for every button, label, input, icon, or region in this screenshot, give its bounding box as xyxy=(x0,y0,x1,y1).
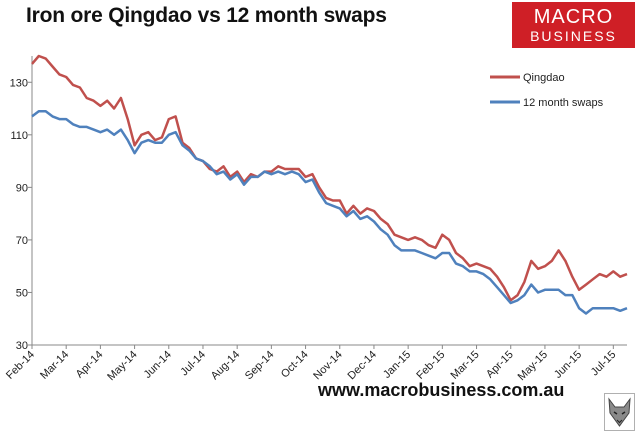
x-tick-label: Feb-15 xyxy=(414,349,447,382)
y-tick-label: 70 xyxy=(16,235,28,247)
legend-label: 12 month swaps xyxy=(523,97,604,109)
x-tick-label: Jun-15 xyxy=(552,349,584,381)
site-url: www.macrobusiness.com.au xyxy=(318,380,565,400)
series-line-12-month-swaps xyxy=(31,109,628,315)
x-tick-label: Apr-14 xyxy=(74,349,106,381)
macrobusiness-logo: MACRO BUSINESS xyxy=(512,2,635,48)
x-tick-label: May-15 xyxy=(516,349,550,383)
x-tick-label: Dec-14 xyxy=(346,349,380,383)
x-tick-label: Jul-15 xyxy=(589,349,619,379)
y-tick-label: 50 xyxy=(16,287,28,299)
y-tick-label: 90 xyxy=(16,182,28,194)
y-tick-label: 110 xyxy=(10,130,28,142)
x-tick-label: Feb-14 xyxy=(4,349,37,382)
brand-line-1: MACRO xyxy=(533,6,614,28)
x-tick-label: Mar-15 xyxy=(449,349,482,382)
legend-label: Qingdao xyxy=(523,72,565,84)
x-tick-label: Apr-15 xyxy=(484,349,516,381)
chart-title: Iron ore Qingdao vs 12 month swaps xyxy=(26,4,387,27)
x-tick-label: Jan-15 xyxy=(381,349,413,381)
x-tick-label: Nov-14 xyxy=(311,349,345,383)
y-tick-label: 30 xyxy=(16,340,28,352)
x-tick-label: Aug-14 xyxy=(209,349,243,383)
y-tick-label: 130 xyxy=(10,77,28,89)
x-tick-label: Jul-14 xyxy=(178,349,208,379)
x-tick-label: Oct-14 xyxy=(279,349,311,381)
x-tick-label: Mar-14 xyxy=(38,349,71,382)
x-tick-label: Jun-14 xyxy=(142,349,174,381)
series-line-qingdao xyxy=(31,54,628,302)
brand-line-2: BUSINESS xyxy=(530,28,617,44)
x-tick-label: May-14 xyxy=(105,349,139,383)
x-tick-label: Sep-14 xyxy=(243,349,277,383)
wolf-head-icon xyxy=(604,393,635,431)
